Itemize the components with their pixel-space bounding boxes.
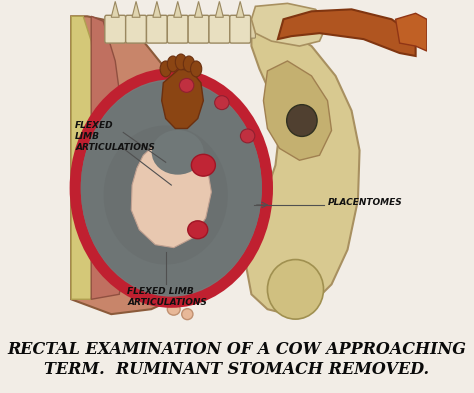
- Ellipse shape: [191, 154, 215, 176]
- Text: RECTAL EXAMINATION OF A COW APPROACHING: RECTAL EXAMINATION OF A COW APPROACHING: [8, 341, 466, 358]
- FancyBboxPatch shape: [167, 15, 188, 43]
- Ellipse shape: [179, 79, 194, 92]
- Ellipse shape: [104, 125, 228, 264]
- Text: FLEXED LIMB
ARTICULATIONS: FLEXED LIMB ARTICULATIONS: [127, 287, 207, 307]
- Ellipse shape: [152, 130, 204, 174]
- Polygon shape: [71, 16, 99, 299]
- Polygon shape: [396, 13, 427, 51]
- Polygon shape: [162, 69, 203, 129]
- Ellipse shape: [240, 129, 255, 143]
- Ellipse shape: [75, 74, 267, 302]
- FancyBboxPatch shape: [209, 15, 230, 43]
- Polygon shape: [132, 2, 140, 17]
- Polygon shape: [246, 19, 360, 314]
- Polygon shape: [264, 61, 331, 160]
- Polygon shape: [236, 2, 244, 17]
- Polygon shape: [153, 2, 161, 17]
- Polygon shape: [215, 2, 223, 17]
- FancyBboxPatch shape: [106, 20, 255, 38]
- Text: FLEXED
LIMB
ARTICULATIONS: FLEXED LIMB ARTICULATIONS: [75, 121, 155, 152]
- Polygon shape: [194, 2, 202, 17]
- Polygon shape: [173, 2, 182, 17]
- FancyBboxPatch shape: [105, 15, 126, 43]
- Ellipse shape: [215, 96, 229, 110]
- FancyBboxPatch shape: [146, 15, 167, 43]
- Ellipse shape: [188, 221, 208, 239]
- Ellipse shape: [267, 259, 324, 319]
- Polygon shape: [111, 2, 119, 17]
- Ellipse shape: [167, 303, 180, 315]
- Text: TERM.  RUMINANT STOMACH REMOVED.: TERM. RUMINANT STOMACH REMOVED.: [45, 361, 429, 378]
- Text: PLACENTOMES: PLACENTOMES: [328, 198, 402, 208]
- Ellipse shape: [183, 56, 194, 72]
- Ellipse shape: [191, 61, 202, 77]
- Ellipse shape: [81, 81, 262, 295]
- Polygon shape: [131, 138, 211, 248]
- FancyBboxPatch shape: [126, 15, 146, 43]
- Polygon shape: [91, 16, 127, 299]
- Ellipse shape: [167, 56, 179, 72]
- FancyBboxPatch shape: [188, 15, 209, 43]
- Polygon shape: [278, 9, 416, 56]
- FancyBboxPatch shape: [230, 15, 251, 43]
- Ellipse shape: [287, 105, 317, 136]
- Ellipse shape: [175, 54, 187, 70]
- Polygon shape: [251, 4, 328, 46]
- Polygon shape: [71, 16, 215, 314]
- Ellipse shape: [182, 309, 193, 320]
- Ellipse shape: [160, 61, 171, 77]
